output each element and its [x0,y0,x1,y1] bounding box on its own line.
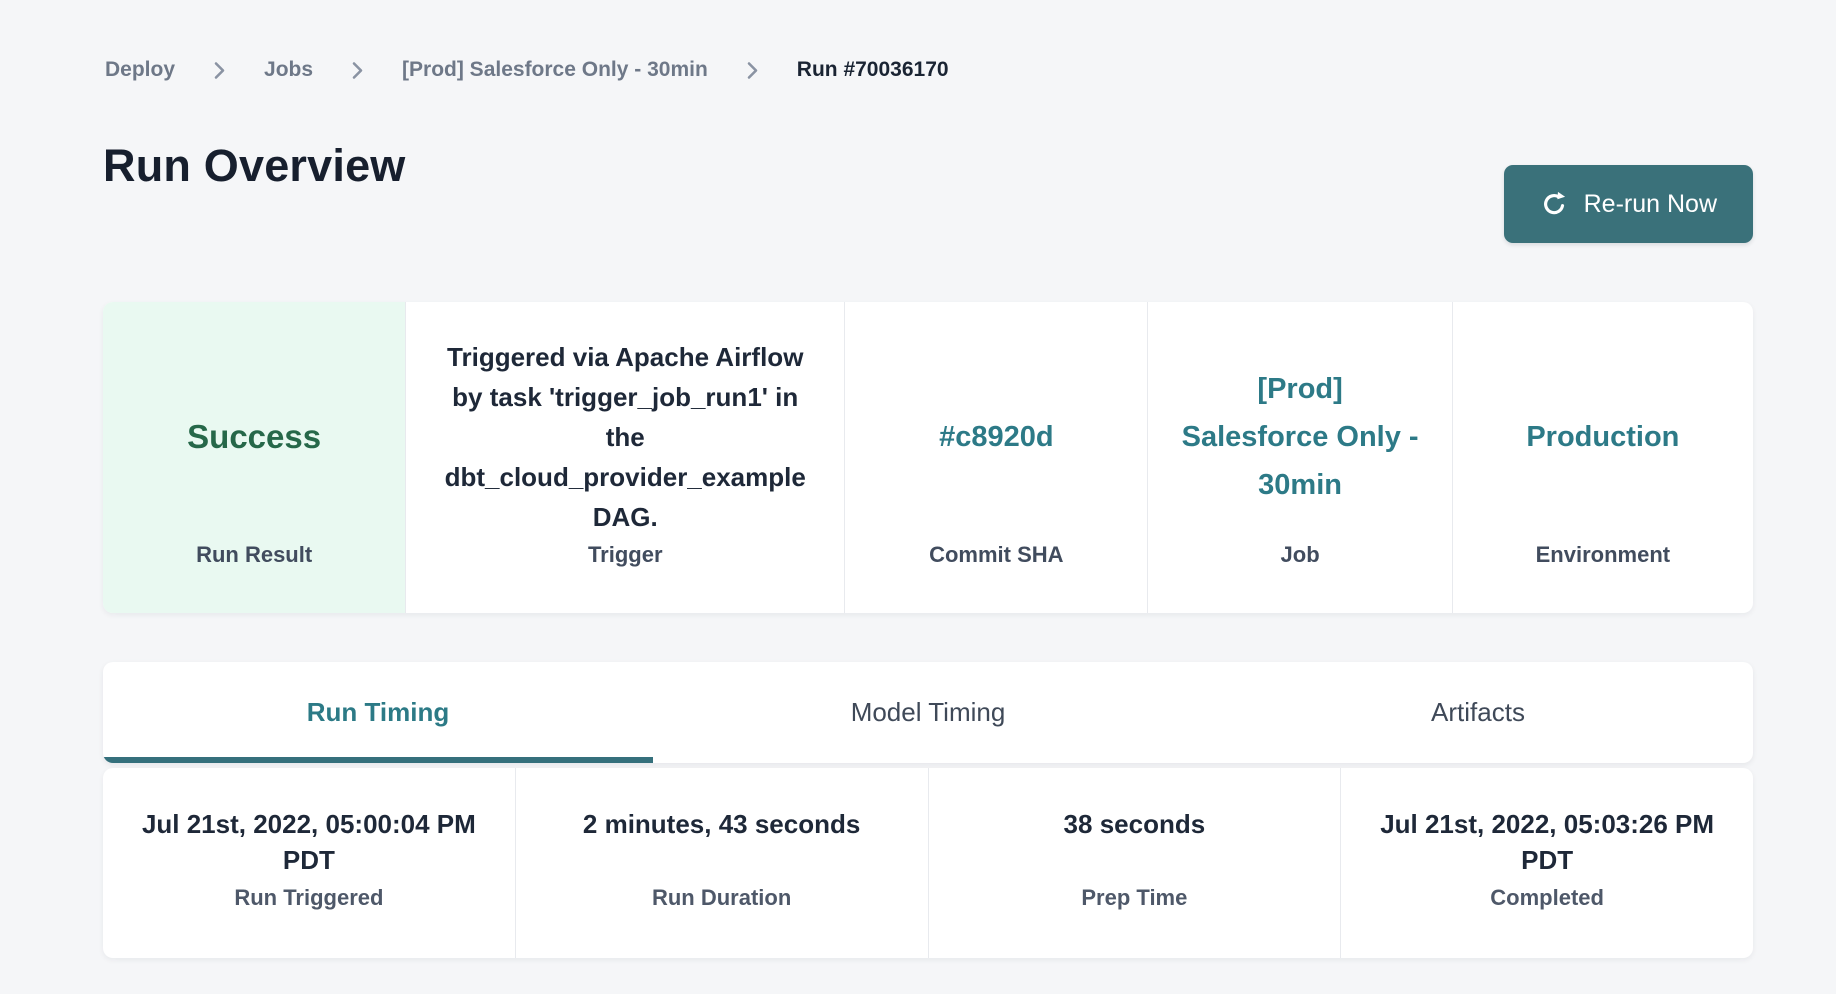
run-result-label: Run Result [196,542,313,567]
job-label: Job [1280,542,1320,567]
trigger-value: Triggered via Apache Airflow by task 'tr… [444,342,806,532]
breadcrumb-item-jobs[interactable]: Jobs [264,58,314,81]
breadcrumb-item-run-number: Run #70036170 [796,58,949,81]
timing-tabs: Run Timing Model Timing Artifacts [103,662,1753,763]
tab-run-timing[interactable]: Run Timing [103,662,653,763]
main-content: Deploy Jobs [Prod] Salesforce Only - 30m… [103,0,1753,994]
completed-cell: Jul 21st, 2022, 05:03:26 PM PDT Complete… [1340,768,1753,958]
trigger-label: Trigger [587,542,663,567]
chevron-right-icon [746,61,759,80]
environment-link[interactable]: Production [1526,421,1680,453]
page-title: Run Overview [103,140,406,191]
breadcrumb: Deploy Jobs [Prod] Salesforce Only - 30m… [105,58,949,82]
run-triggered-cell: Jul 21st, 2022, 05:00:04 PM PDT Run Trig… [103,768,515,958]
commit-sha-link[interactable]: #c8920d [939,421,1054,453]
prep-time-value: 38 seconds [1063,809,1206,839]
breadcrumb-item-job-name[interactable]: [Prod] Salesforce Only - 30min [402,58,708,81]
trigger-card: Triggered via Apache Airflow by task 'tr… [405,302,844,613]
prep-time-cell: 38 seconds Prep Time [927,768,1341,958]
breadcrumb-item-deploy[interactable]: Deploy [105,58,176,81]
run-result-card: Success Run Result [103,302,406,613]
tab-artifacts[interactable]: Artifacts [1431,697,1525,727]
run-result-value: Success [187,418,322,455]
chevron-right-icon [351,61,364,80]
tab-model-timing[interactable]: Model Timing [850,697,1006,727]
run-summary-row: Success Run Result Triggered via Apache … [103,302,1753,613]
environment-card: Production Environment [1451,302,1753,613]
completed-label: Completed [1490,885,1604,910]
chevron-right-icon [213,61,226,80]
commit-sha-card: #c8920d Commit SHA [844,302,1147,613]
rerun-now-button[interactable]: Re-run Now [1503,165,1753,243]
job-link[interactable]: [Prod] Salesforce Only - 30min [1181,373,1419,501]
completed-value: Jul 21st, 2022, 05:03:26 PM PDT [1380,809,1715,875]
job-card: [Prod] Salesforce Only - 30min Job [1147,302,1451,613]
environment-label: Environment [1535,542,1671,567]
commit-sha-label: Commit SHA [929,542,1064,567]
run-triggered-label: Run Triggered [234,885,384,910]
run-timing-panel: Jul 21st, 2022, 05:00:04 PM PDT Run Trig… [103,768,1753,958]
prep-time-label: Prep Time [1081,885,1188,910]
refresh-icon [1540,190,1568,218]
rerun-now-button-label: Re-run Now [1583,189,1717,218]
run-triggered-value: Jul 21st, 2022, 05:00:04 PM PDT [141,809,476,875]
run-duration-value: 2 minutes, 43 seconds [582,809,861,839]
run-duration-label: Run Duration [651,885,792,910]
run-duration-cell: 2 minutes, 43 seconds Run Duration [514,768,928,958]
